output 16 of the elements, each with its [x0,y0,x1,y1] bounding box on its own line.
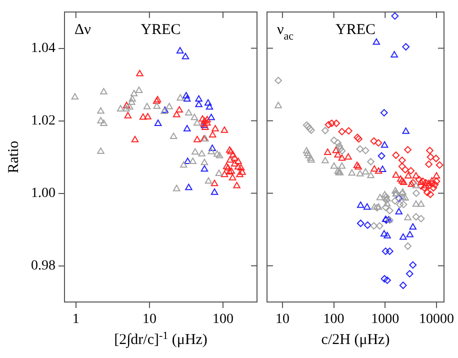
x-tick-label: 10 [142,312,156,328]
y-tick-label: 1.04 [31,40,56,56]
y-axis-title: Ratio [6,140,22,174]
x-tick-label: 100 [212,312,234,328]
x-tick-label: 1000 [371,312,400,328]
y-tick-label: 1.00 [31,186,56,201]
annotation: Δν [74,22,92,38]
annotation: YREC [140,22,181,38]
x-tick-label: 10 [275,312,290,328]
x-axis-title: c/2H (μHz) [321,332,390,348]
x-tick-label: 10000 [418,312,454,328]
x-tick-label: 1 [72,312,80,328]
y-tick-label: 0.98 [31,258,56,274]
x-tick-label: 100 [323,312,344,328]
annotation: YREC [336,22,376,38]
y-tick-label: 1.02 [31,113,56,128]
